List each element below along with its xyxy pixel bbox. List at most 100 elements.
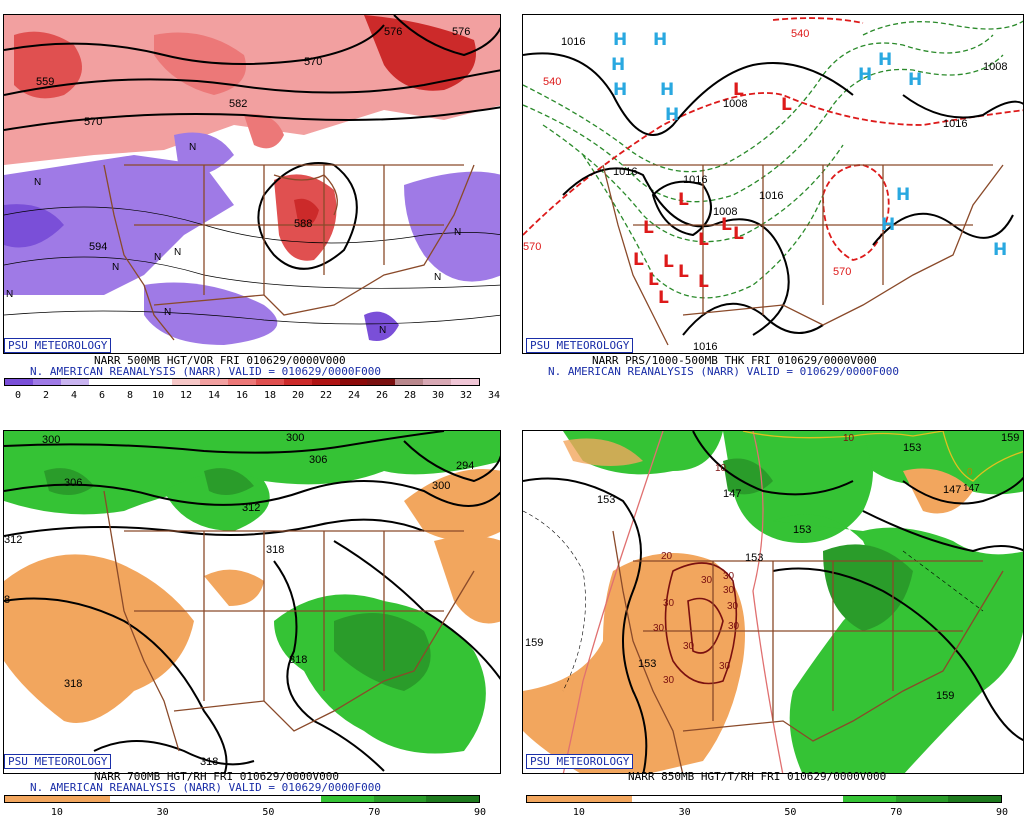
colorbar-tick: 10 (151, 390, 165, 401)
high-pressure-marker: H (878, 50, 892, 70)
high-pressure-marker: H (613, 80, 627, 100)
temp-label: 30 (719, 661, 731, 672)
contour-label: 159 (1001, 432, 1019, 444)
colorbar-tick: 32 (459, 390, 473, 401)
contour-label: 570 (84, 116, 102, 128)
temp-label: 30 (653, 623, 665, 634)
chart-subtitle: N. AMERICAN REANALYSIS (NARR) VALID = 01… (30, 781, 381, 794)
contour-label: 540 (543, 76, 561, 88)
contour-label: 153 (597, 494, 615, 506)
contour-label: 306 (64, 477, 82, 489)
colorbar-swatch (423, 379, 451, 385)
contour-label: 1016 (561, 36, 585, 48)
map-thickness: 1016 540 1008 1016 1016 1016 1016 570 57… (522, 14, 1024, 354)
contour-label: 1016 (943, 118, 967, 130)
contour-label: 1016 (759, 190, 783, 202)
psu-meteorology-badge: PSU METEOROLOGY (526, 754, 634, 769)
panel-850mb: 153 159 153 153 147 147 153 159 153 159 … (512, 412, 1024, 819)
temp-label: 10 (715, 463, 727, 474)
chart-title: NARR PRS/1000-500MB THK FRI 010629/0000V… (592, 354, 877, 367)
contour-label: 312 (242, 502, 260, 514)
low-pressure-marker: L (663, 252, 674, 272)
contour-label: 582 (229, 98, 247, 110)
contour-label: 159 (525, 637, 543, 649)
chart-subtitle: N. AMERICAN REANALYSIS (NARR) VALID = 01… (548, 365, 899, 378)
colorbar-tick: 90 (473, 807, 487, 818)
colorbar-swatch (895, 796, 949, 802)
temp-label: 0 (967, 467, 973, 478)
contour-label: 318 (289, 654, 307, 666)
contour-label: 1008 (713, 206, 737, 218)
low-pressure-marker: L (648, 270, 659, 290)
contour-label: 318 (200, 756, 218, 768)
contour-label: 318 (266, 544, 284, 556)
temp-label: 20 (661, 551, 673, 562)
colorbar-swatch (367, 379, 396, 385)
n-mark: N (174, 247, 181, 258)
psu-meteorology-badge: PSU METEOROLOGY (4, 338, 112, 353)
colorbar-swatch (116, 379, 145, 385)
contour-label: 1016 (693, 341, 717, 353)
colorbar-swatch (426, 796, 480, 802)
contour-label: 147 (943, 484, 961, 496)
n-mark: N (34, 177, 41, 188)
temp-label: 30 (663, 598, 675, 609)
contour-label: 576 (452, 26, 470, 38)
colorbar-swatch (5, 796, 58, 802)
colorbar-swatch (5, 379, 33, 385)
panel-500mb-vorticity: 559 570 582 570 588 594 576 576 N N N N … (0, 0, 512, 410)
colorbar-swatch (632, 796, 686, 802)
contour-label: 540 (791, 28, 809, 40)
map-700mb: 300 300 306 306 312 312 318 318 318 318 … (3, 430, 501, 774)
rh700-map: 300 300 306 306 312 312 318 318 318 318 … (4, 431, 500, 773)
chart-title: NARR 500MB HGT/VOR FRI 010629/0000V000 (94, 354, 346, 367)
rh850-map: 153 159 153 153 147 147 153 159 153 159 … (523, 431, 1023, 773)
contour-label: 576 (384, 26, 402, 38)
colorbar-swatch (843, 796, 896, 802)
high-pressure-marker: H (660, 80, 674, 100)
contour-label: 588 (294, 218, 312, 230)
high-pressure-marker: H (896, 185, 910, 205)
colorbar-swatch (321, 796, 374, 802)
contour-label: 159 (936, 690, 954, 702)
high-pressure-marker: H (613, 30, 627, 50)
contour-label: 1016 (683, 174, 707, 186)
colorbar (526, 795, 1002, 803)
colorbar-swatch (339, 379, 368, 385)
psu-meteorology-badge: PSU METEOROLOGY (4, 754, 112, 769)
contour-label: 594 (89, 241, 107, 253)
contour-label: 559 (36, 76, 54, 88)
contour-label: 312 (4, 534, 22, 546)
low-pressure-marker: L (698, 272, 709, 292)
contour-label: 300 (42, 434, 60, 446)
contour-label: 1008 (723, 98, 747, 110)
map-850mb: 153 159 153 153 147 147 153 159 153 159 … (522, 430, 1024, 774)
colorbar-swatch (373, 796, 427, 802)
contour-label: 300 (432, 480, 450, 492)
colorbar-swatch (228, 379, 256, 385)
colorbar-swatch (172, 379, 201, 385)
low-pressure-marker: L (658, 288, 669, 308)
colorbar-swatch (283, 379, 312, 385)
n-mark: N (379, 325, 386, 336)
n-mark: N (164, 307, 171, 318)
vorticity-map: 559 570 582 570 588 594 576 576 N N N N … (4, 15, 500, 345)
colorbar-tick: 70 (368, 807, 381, 818)
colorbar-tick: 18 (263, 390, 277, 401)
contour-label: 570 (523, 241, 541, 253)
colorbar-swatch (268, 796, 322, 802)
colorbar-tick: 20 (291, 390, 305, 401)
high-pressure-marker: H (611, 55, 625, 75)
colorbar-swatch (451, 379, 479, 385)
contour-label: 306 (309, 454, 327, 466)
n-mark: N (6, 289, 13, 300)
colorbar-tick: 12 (179, 390, 193, 401)
chart-title: NARR 700MB HGT/RH FRI 010629/0000V000 (94, 770, 340, 783)
colorbar-swatch (527, 796, 580, 802)
contour-label: 147 (723, 488, 741, 500)
colorbar-tick: 2 (42, 390, 50, 401)
n-mark: N (434, 272, 441, 283)
contour-label: 294 (456, 460, 474, 472)
colorbar-swatch (579, 796, 633, 802)
colorbar-swatch (311, 379, 340, 385)
